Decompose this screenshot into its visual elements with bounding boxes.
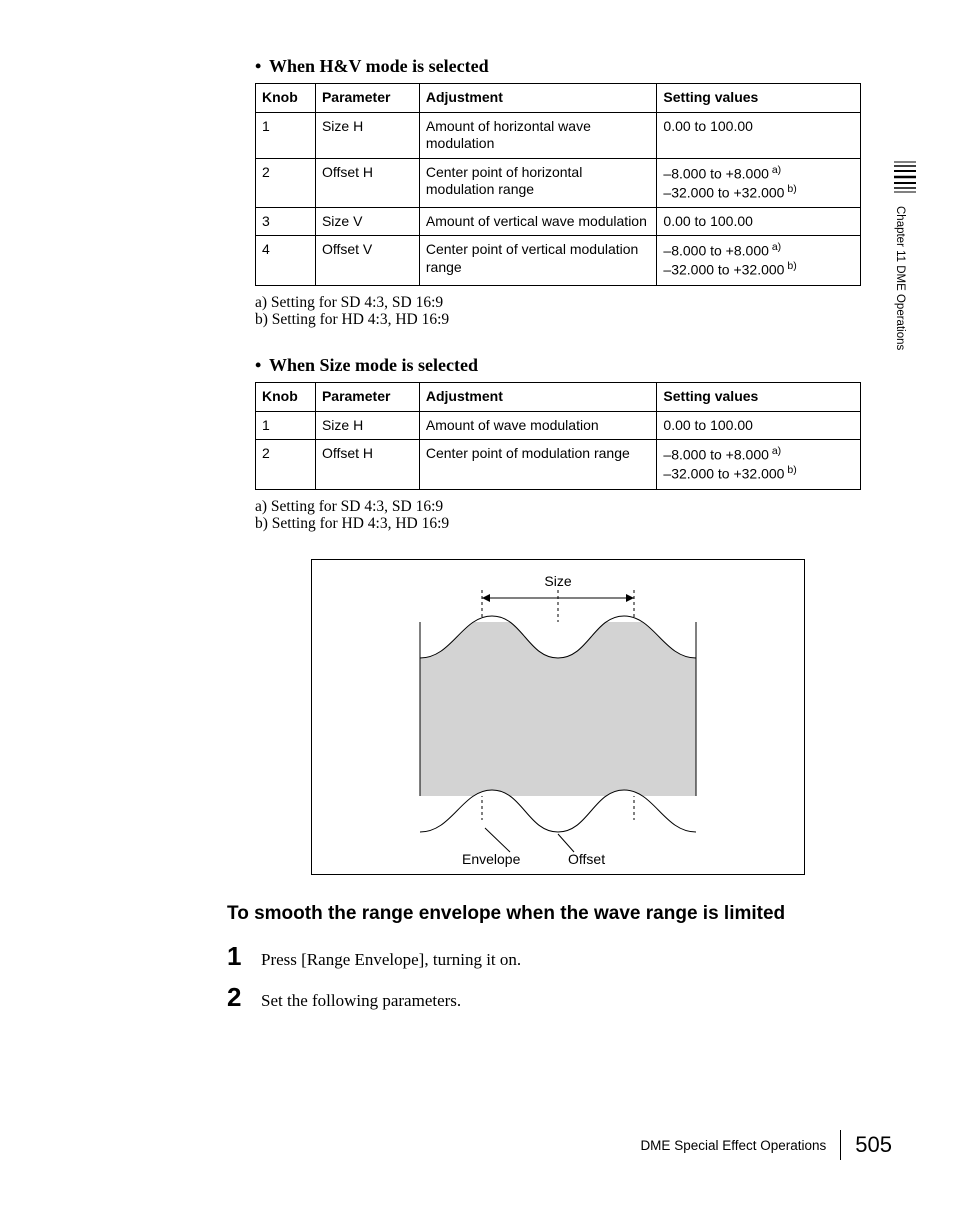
- bullet-icon: •: [255, 56, 269, 77]
- cell-knob: 3: [256, 207, 316, 236]
- cell-adjustment: Amount of vertical wave modulation: [419, 207, 657, 236]
- cell-parameter: Offset H: [315, 440, 419, 489]
- setting-line2: –32.000 to +32.000: [663, 466, 784, 482]
- footer-section-label: DME Special Effect Operations: [640, 1138, 826, 1153]
- cell-adjustment: Center point of horizontal modulation ra…: [419, 158, 657, 207]
- cell-parameter: Size V: [315, 207, 419, 236]
- cell-parameter: Size H: [315, 112, 419, 158]
- table-hv-mode: Knob Parameter Adjustment Setting values…: [255, 83, 861, 286]
- step-1: 1 Press [Range Envelope], turning it on.: [227, 941, 863, 972]
- step-number: 1: [227, 941, 261, 972]
- cell-setting: –8.000 to +8.000 a) –32.000 to +32.000 b…: [657, 158, 861, 207]
- th-knob: Knob: [256, 383, 316, 412]
- footnote-b: b) Setting for HD 4:3, HD 16:9: [255, 311, 863, 329]
- step-2: 2 Set the following parameters.: [227, 982, 863, 1013]
- footnotes-hv: a) Setting for SD 4:3, SD 16:9 b) Settin…: [255, 294, 863, 330]
- footnote-a: a) Setting for SD 4:3, SD 16:9: [255, 498, 863, 516]
- footnotes-size: a) Setting for SD 4:3, SD 16:9 b) Settin…: [255, 498, 863, 534]
- setting-line1: –8.000 to +8.000: [663, 447, 769, 463]
- wave-diagram-svg: Size Envelope: [312, 560, 804, 874]
- section-heading-envelope: To smooth the range envelope when the wa…: [227, 903, 863, 925]
- cell-setting: 0.00 to 100.00: [657, 112, 861, 158]
- sidebar-chapter-label: Chapter 11 DME Operations: [894, 206, 906, 350]
- th-adjustment: Adjustment: [419, 383, 657, 412]
- table-header-row: Knob Parameter Adjustment Setting values: [256, 84, 861, 113]
- cell-knob: 2: [256, 158, 316, 207]
- cell-knob: 1: [256, 411, 316, 440]
- footnote-b: b) Setting for HD 4:3, HD 16:9: [255, 515, 863, 533]
- cell-knob: 2: [256, 440, 316, 489]
- cell-knob: 4: [256, 236, 316, 285]
- cell-adjustment: Center point of vertical modulation rang…: [419, 236, 657, 285]
- table-header-row: Knob Parameter Adjustment Setting values: [256, 383, 861, 412]
- sidebar-lines-icon: [894, 160, 916, 198]
- heading-text: When Size mode is selected: [269, 355, 478, 375]
- cell-parameter: Size H: [315, 411, 419, 440]
- diagram-size-label: Size: [544, 573, 571, 589]
- mode-heading-hv: •When H&V mode is selected: [255, 56, 863, 77]
- sidebar-tab: Chapter 11 DME Operations: [894, 160, 914, 350]
- th-parameter: Parameter: [315, 383, 419, 412]
- setting-sup2: b): [784, 464, 796, 476]
- diagram-envelope-label: Envelope: [462, 851, 521, 867]
- setting-line1: –8.000 to +8.000: [663, 165, 769, 181]
- steps-list: 1 Press [Range Envelope], turning it on.…: [227, 941, 863, 1013]
- setting-line2: –32.000 to +32.000: [663, 262, 784, 278]
- footnote-a: a) Setting for SD 4:3, SD 16:9: [255, 294, 863, 312]
- cell-setting: –8.000 to +8.000 a) –32.000 to +32.000 b…: [657, 440, 861, 489]
- mode-heading-size: •When Size mode is selected: [255, 355, 863, 376]
- page-footer: DME Special Effect Operations 505: [640, 1130, 892, 1160]
- setting-sup2: b): [784, 183, 796, 195]
- table-row: 1 Size H Amount of wave modulation 0.00 …: [256, 411, 861, 440]
- wave-diagram: Size Envelope: [311, 559, 805, 875]
- table-size-mode: Knob Parameter Adjustment Setting values…: [255, 382, 861, 489]
- cell-adjustment: Amount of wave modulation: [419, 411, 657, 440]
- th-adjustment: Adjustment: [419, 84, 657, 113]
- step-text: Press [Range Envelope], turning it on.: [261, 950, 521, 970]
- setting-line2: –32.000 to +32.000: [663, 184, 784, 200]
- cell-setting: 0.00 to 100.00: [657, 411, 861, 440]
- table-row: 1 Size H Amount of horizontal wave modul…: [256, 112, 861, 158]
- bullet-icon: •: [255, 355, 269, 376]
- cell-setting: 0.00 to 100.00: [657, 207, 861, 236]
- th-setting: Setting values: [657, 84, 861, 113]
- footer-divider: [840, 1130, 841, 1160]
- diagram-offset-label: Offset: [568, 851, 605, 867]
- heading-text: When H&V mode is selected: [269, 56, 489, 76]
- th-knob: Knob: [256, 84, 316, 113]
- cell-adjustment: Center point of modulation range: [419, 440, 657, 489]
- table-row: 4 Offset V Center point of vertical modu…: [256, 236, 861, 285]
- table-row: 2 Offset H Center point of horizontal mo…: [256, 158, 861, 207]
- footer-page-number: 505: [855, 1132, 892, 1158]
- setting-sup2: b): [784, 260, 796, 272]
- table-row: 3 Size V Amount of vertical wave modulat…: [256, 207, 861, 236]
- table-row: 2 Offset H Center point of modulation ra…: [256, 440, 861, 489]
- cell-setting: –8.000 to +8.000 a) –32.000 to +32.000 b…: [657, 236, 861, 285]
- setting-sup1: a): [769, 241, 781, 253]
- setting-sup1: a): [769, 445, 781, 457]
- cell-knob: 1: [256, 112, 316, 158]
- setting-sup1: a): [769, 164, 781, 176]
- cell-adjustment: Amount of horizontal wave modulation: [419, 112, 657, 158]
- cell-parameter: Offset H: [315, 158, 419, 207]
- th-parameter: Parameter: [315, 84, 419, 113]
- step-number: 2: [227, 982, 261, 1013]
- setting-line1: –8.000 to +8.000: [663, 243, 769, 259]
- cell-parameter: Offset V: [315, 236, 419, 285]
- step-text: Set the following parameters.: [261, 991, 461, 1011]
- th-setting: Setting values: [657, 383, 861, 412]
